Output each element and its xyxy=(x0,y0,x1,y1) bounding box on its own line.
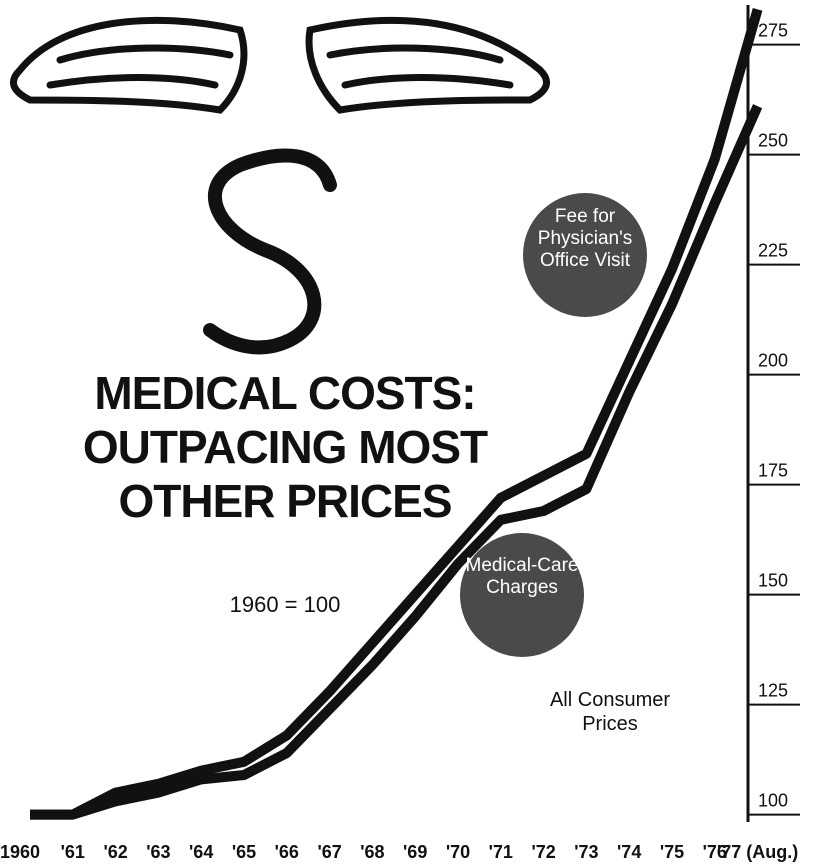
chart-title: MEDICAL COSTS: OUTPACING MOST OTHER PRIC… xyxy=(82,367,488,527)
x-tick-label: '62 xyxy=(103,842,127,862)
annotation: All Consumer Prices xyxy=(549,689,671,735)
x-tick-label: '67 xyxy=(317,842,341,862)
x-tick-label: '64 xyxy=(189,842,213,862)
x-tick-label: '76 xyxy=(703,842,727,862)
series-label: Medical-Care Charges xyxy=(465,555,579,598)
y-tick-label: 100 xyxy=(758,791,788,811)
x-tick-label: '72 xyxy=(531,842,555,862)
x-tick-label: '68 xyxy=(360,842,384,862)
logo xyxy=(10,16,550,355)
x-tick-label: '66 xyxy=(275,842,299,862)
x-tick-label: '74 xyxy=(617,842,641,862)
y-tick-label: 250 xyxy=(758,131,788,151)
x-tick-label: '63 xyxy=(146,842,170,862)
series-label: Fee for Physician's Office Visit xyxy=(537,206,633,271)
y-tick-label: 125 xyxy=(758,681,788,701)
chart-subtitle: 1960 = 100 xyxy=(229,592,341,617)
x-tick-label: '75 xyxy=(660,842,684,862)
x-tick-label: '71 xyxy=(489,842,513,862)
bubbles xyxy=(460,193,647,657)
y-tick-label: 175 xyxy=(758,461,788,481)
x-tick-label: '73 xyxy=(574,842,598,862)
x-tick-label: 1960 xyxy=(0,842,40,862)
x-tick-label: '69 xyxy=(403,842,427,862)
x-tick-label: '77 (Aug.) xyxy=(717,842,798,862)
x-tick-label: '70 xyxy=(446,842,470,862)
y-tick-label: 200 xyxy=(758,351,788,371)
series-line xyxy=(30,104,763,820)
series-line xyxy=(30,8,763,820)
x-tick-label: '61 xyxy=(61,842,85,862)
x-tick-label: '65 xyxy=(232,842,256,862)
y-tick-label: 150 xyxy=(758,571,788,591)
y-tick-label: 275 xyxy=(758,21,788,41)
y-tick-label: 225 xyxy=(758,241,788,261)
